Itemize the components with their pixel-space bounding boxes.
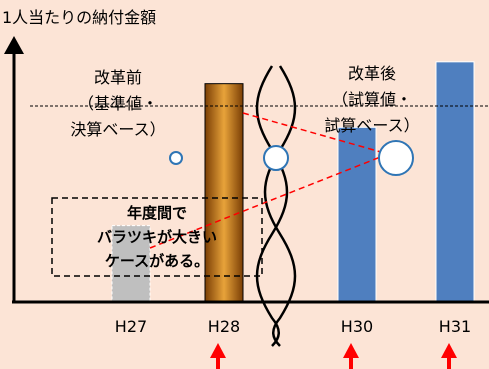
y-axis-arrowhead — [4, 36, 24, 54]
red-arrows-group — [210, 343, 457, 369]
bar-h27 — [111, 225, 151, 303]
axis-break-wave-right — [263, 65, 297, 347]
connector-dashed-upper — [242, 112, 389, 155]
medium-circle-marker — [263, 145, 289, 171]
group-label-before-line1: 改革前 — [93, 68, 143, 87]
bars-group — [111, 61, 475, 303]
red-arrow-h30 — [343, 343, 359, 369]
note-line1: 年度間で — [126, 204, 188, 222]
x-tick-label-h31: H31 — [439, 317, 471, 336]
red-arrow-h28 — [210, 343, 226, 369]
axis-break-wave-left — [255, 65, 289, 347]
x-tick-label-h28: H28 — [208, 317, 240, 336]
x-tick-label-h30: H30 — [341, 317, 373, 336]
group-label-after-line1: 改革後 — [347, 64, 397, 83]
note-line3: ケースがある。 — [104, 252, 210, 270]
group-label-before-line2: （基準値・ — [77, 94, 159, 113]
group-label-after-line2: （試算値・ — [331, 90, 413, 109]
bar-h31 — [435, 61, 475, 303]
connector-dashed-lower — [149, 153, 389, 249]
large-circle-marker — [378, 140, 414, 176]
x-ticks-group: H27 H28 H30 H31 — [115, 317, 471, 336]
x-tick-label-h27: H27 — [115, 317, 147, 336]
note-box — [51, 197, 263, 277]
group-label-before-line3: 決算ベース） — [70, 120, 166, 139]
note-line2: バラツキが大きい — [96, 228, 218, 246]
bar-h30 — [337, 126, 377, 303]
group-label-after-line3: 試算ベース） — [324, 116, 420, 135]
red-arrow-h31 — [441, 343, 457, 369]
y-axis-label: 1人当たりの納付金額 — [2, 8, 157, 27]
bar-h28 — [204, 83, 244, 303]
small-circle-marker — [169, 151, 183, 165]
